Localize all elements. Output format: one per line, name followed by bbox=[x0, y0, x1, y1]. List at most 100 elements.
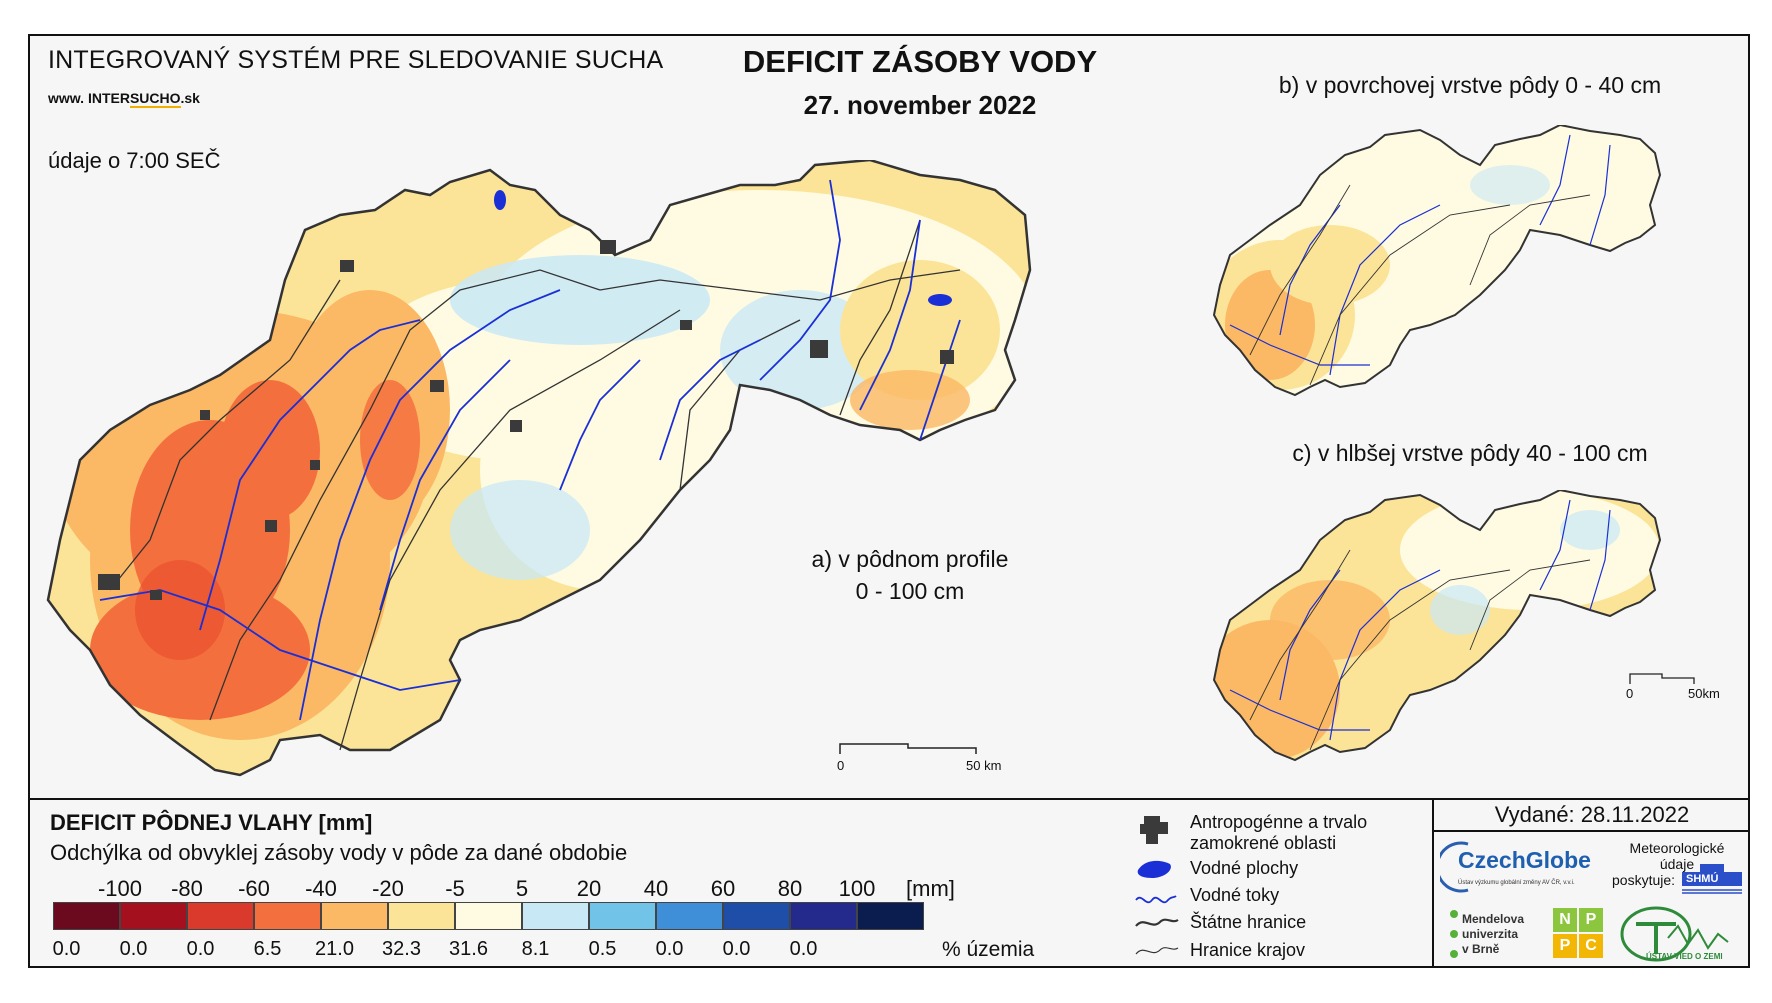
url-mid: INTER bbox=[87, 90, 130, 106]
small-scale-end: 50km bbox=[1688, 686, 1720, 701]
legend-percent: 0.0 bbox=[789, 938, 818, 960]
uvz-logo bbox=[1620, 906, 1729, 962]
legend-divider bbox=[28, 798, 1750, 800]
legend-percent: 0.5 bbox=[588, 938, 617, 960]
czechglobe-logo bbox=[1440, 841, 1469, 893]
nppc-letter: C bbox=[1579, 934, 1603, 958]
legend-swatch bbox=[321, 902, 388, 930]
threshold-label: -80 bbox=[171, 876, 203, 901]
legend-percent: 0.0 bbox=[186, 938, 215, 960]
small-scale-bar bbox=[1629, 673, 1695, 684]
legend-percent: 6.5 bbox=[253, 938, 282, 960]
legend-swatch bbox=[120, 902, 187, 930]
main-map bbox=[46, 160, 1032, 777]
anthropogenic-line2: zamokrené oblasti bbox=[1190, 833, 1337, 853]
region-borders-label: Hranice krajov bbox=[1190, 940, 1306, 960]
legend-swatch bbox=[455, 902, 522, 930]
nppc-letter: N bbox=[1553, 908, 1577, 932]
anthropogenic-label: Antropogénne a trvalo zamokrené oblasti bbox=[1190, 812, 1367, 854]
threshold-label: 100 bbox=[838, 876, 876, 901]
main-map-label-line2: 0 - 100 cm bbox=[855, 578, 965, 604]
legend-swatch bbox=[656, 902, 723, 930]
legend-percent: 0.0 bbox=[52, 938, 81, 960]
threshold-label: 80 bbox=[777, 876, 803, 901]
water-bodies-label: Vodné plochy bbox=[1190, 858, 1299, 878]
anthropogenic-icon bbox=[1140, 816, 1168, 844]
system-name: INTEGROVANÝ SYSTÉM PRE SLEDOVANIE SUCHA bbox=[48, 46, 664, 74]
nppc-letter: P bbox=[1579, 908, 1603, 932]
url-brand: SUCHO bbox=[129, 90, 181, 108]
meteo-line3: poskytuje: bbox=[1612, 872, 1676, 888]
legend-percent: 32.3 bbox=[382, 938, 421, 960]
mendel-line1: Mendelova bbox=[1462, 912, 1525, 926]
anthropogenic-line1: Antropogénne a trvalo bbox=[1190, 812, 1368, 832]
small-scale-start: 0 bbox=[1626, 686, 1634, 701]
threshold-label: -40 bbox=[305, 876, 337, 901]
meteo-label: Meteorologické údaje bbox=[1612, 840, 1742, 872]
main-scale-start: 0 bbox=[837, 758, 845, 773]
mendel-line2: univerzita bbox=[1462, 927, 1519, 941]
legend-swatch bbox=[723, 902, 790, 930]
website-url[interactable]: www. INTERSUCHO.sk bbox=[48, 90, 200, 108]
data-time: údaje o 7:00 SEČ bbox=[48, 148, 221, 173]
main-scale-bar bbox=[839, 743, 977, 754]
water-streams-label: Vodné toky bbox=[1190, 885, 1280, 905]
mendel-line3: v Brně bbox=[1462, 942, 1500, 956]
state-borders-label: Štátne hranice bbox=[1190, 912, 1307, 932]
legend-percent: 21.0 bbox=[315, 938, 354, 960]
legend-swatch bbox=[53, 902, 120, 930]
water-body-icon bbox=[1137, 860, 1171, 878]
threshold-label: 5 bbox=[515, 876, 529, 901]
uvz-name: ÚSTAV VIED O ZEMI bbox=[1646, 952, 1723, 961]
mendel-logo: Mendelova univerzita v Brně bbox=[1462, 912, 1524, 957]
legend-percent: 0.0 bbox=[119, 938, 148, 960]
url-prefix: www. bbox=[48, 90, 88, 106]
shmu-name: SHMÚ bbox=[1686, 873, 1719, 885]
legend-percent: 8.1 bbox=[521, 938, 550, 960]
top-right-map-label: b) v povrchovej vrstve pôdy 0 - 40 cm bbox=[1278, 72, 1662, 98]
main-map-label-line1: a) v pôdnom profile bbox=[811, 546, 1009, 572]
state-border-icon bbox=[1135, 918, 1179, 927]
region-border-icon bbox=[1135, 947, 1179, 955]
czechglobe-sub: Ústav výzkumu globální změny AV ČR, v.v.… bbox=[1458, 880, 1575, 886]
bottom-right-map bbox=[1212, 490, 1662, 762]
top-right-map bbox=[1212, 125, 1662, 397]
logo-divider bbox=[1432, 798, 1434, 968]
legend-percent: 0.0 bbox=[655, 938, 684, 960]
legend-unit: [mm] bbox=[906, 876, 955, 901]
legend-percent: 0.0 bbox=[722, 938, 751, 960]
url-suffix: .sk bbox=[180, 90, 200, 106]
threshold-label: -5 bbox=[445, 876, 465, 901]
meteo-line1: Meteorologické bbox=[1629, 840, 1725, 856]
legend-swatch bbox=[522, 902, 589, 930]
threshold-label: 60 bbox=[710, 876, 736, 901]
legend-swatch bbox=[857, 902, 924, 930]
area-label: % územia bbox=[942, 938, 1035, 961]
main-scale-end: 50 km bbox=[966, 758, 1002, 773]
legend-swatch bbox=[790, 902, 857, 930]
mendel-dots bbox=[1450, 910, 1458, 958]
issued-divider bbox=[1432, 830, 1750, 832]
threshold-label: -20 bbox=[372, 876, 404, 901]
threshold-label: 20 bbox=[576, 876, 602, 901]
page-title: DEFICIT ZÁSOBY VODY bbox=[742, 44, 1098, 79]
map-date: 27. november 2022 bbox=[803, 90, 1037, 120]
threshold-label: -60 bbox=[238, 876, 270, 901]
threshold-label: -100 bbox=[97, 876, 143, 901]
shmu-logo bbox=[1682, 864, 1742, 894]
legend-swatch bbox=[187, 902, 254, 930]
bottom-right-map-label: c) v hlbšej vrstve pôdy 40 - 100 cm bbox=[1292, 440, 1648, 466]
legend-subtitle: Odchýlka od obvyklej zásoby vody v pôde … bbox=[50, 840, 628, 865]
legend-swatch bbox=[388, 902, 455, 930]
nppc-logo: N P P C bbox=[1553, 908, 1603, 958]
threshold-label: 40 bbox=[643, 876, 669, 901]
legend-title: DEFICIT PÔDNEJ VLAHY [mm] bbox=[50, 810, 373, 835]
czechglobe-name: CzechGlobe bbox=[1458, 847, 1591, 873]
nppc-letter: P bbox=[1553, 934, 1577, 958]
legend-swatch bbox=[254, 902, 321, 930]
meteo-line2: údaje bbox=[1659, 856, 1695, 872]
river-icon bbox=[1135, 895, 1177, 904]
legend-percent: 31.6 bbox=[449, 938, 488, 960]
symbols-legend-icons bbox=[1135, 816, 1179, 955]
issued-date: Vydané: 28.11.2022 bbox=[1494, 802, 1690, 827]
